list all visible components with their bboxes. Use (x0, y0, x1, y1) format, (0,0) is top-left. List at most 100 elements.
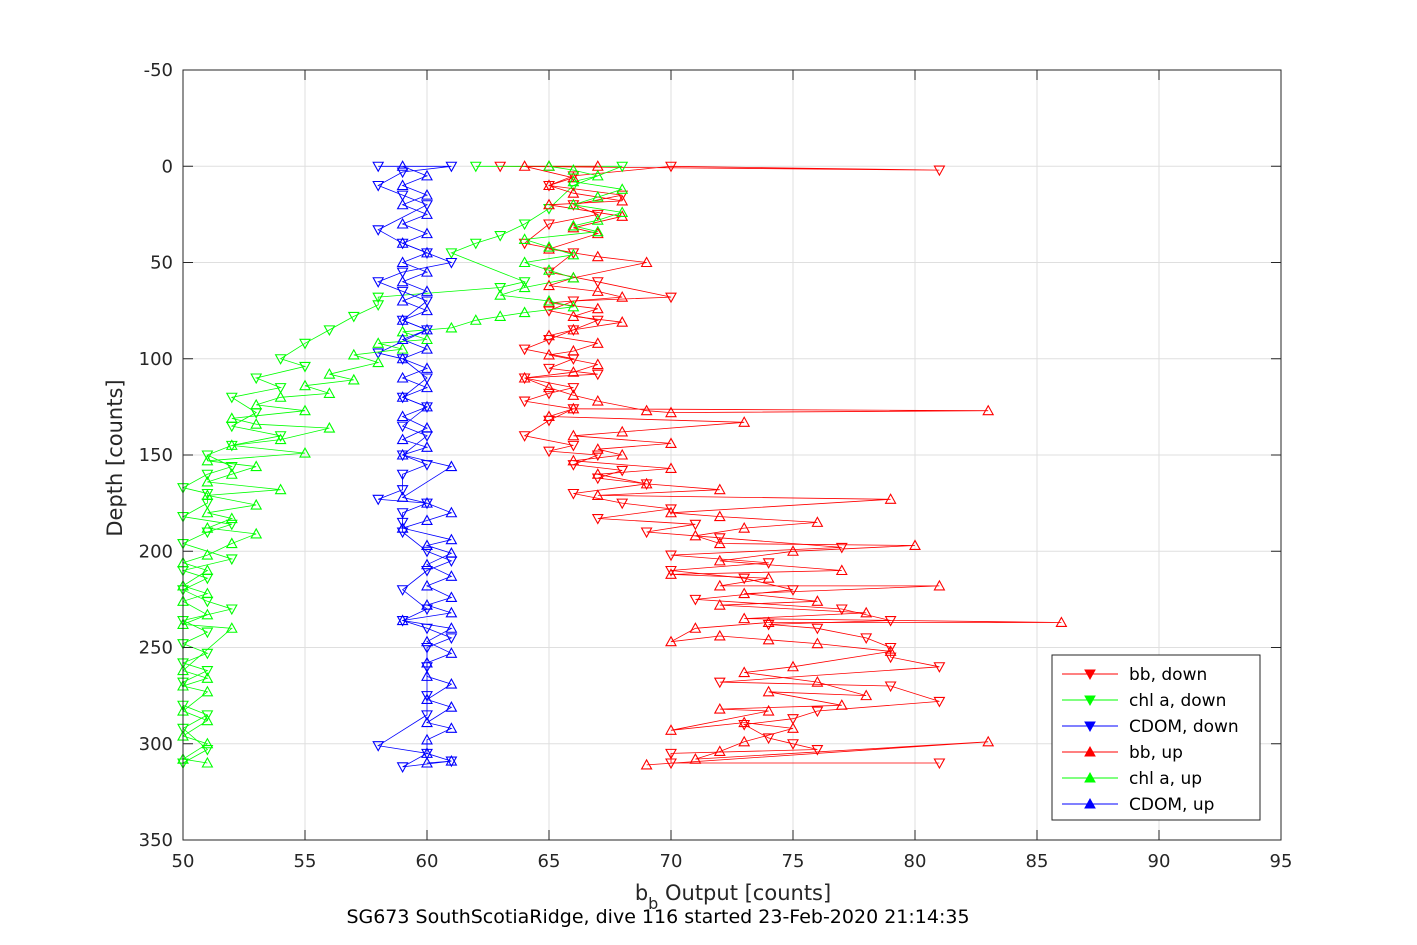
data-point (543, 240, 555, 252)
data-point (225, 622, 238, 633)
data-point (201, 450, 214, 462)
data-point (445, 533, 458, 545)
data-point (665, 724, 677, 735)
data-point (323, 421, 336, 433)
data-point (665, 506, 677, 518)
data-point (518, 306, 531, 318)
data-point (201, 756, 214, 768)
data-point (421, 756, 433, 768)
data-point (640, 477, 653, 489)
data-point (421, 227, 433, 239)
legend-item: chl a, up (1062, 769, 1202, 789)
data-point (518, 371, 531, 383)
data-point (713, 510, 726, 522)
data-point (567, 344, 580, 356)
data-point (665, 568, 677, 579)
data-point (421, 558, 433, 570)
data-point (689, 594, 702, 606)
data-point (225, 412, 238, 423)
data-point (738, 416, 751, 427)
data-point (518, 233, 531, 244)
x-tick-label: 85 (1026, 851, 1049, 872)
data-point (372, 337, 385, 348)
data-point (445, 161, 458, 173)
data-point (250, 460, 263, 472)
data-point (567, 383, 580, 394)
data-point (421, 716, 433, 728)
data-point (982, 735, 995, 747)
data-point (616, 210, 629, 221)
data-point (591, 513, 604, 525)
data-point (835, 604, 848, 616)
data-point (640, 758, 653, 770)
data-point (762, 572, 775, 583)
data-point (543, 242, 555, 254)
data-point (689, 622, 702, 633)
data-point (591, 315, 604, 327)
data-point (469, 314, 482, 325)
data-point (518, 281, 531, 293)
legend-label: bb, up (1129, 743, 1183, 763)
data-point (421, 200, 433, 211)
data-point (591, 285, 604, 296)
data-point (201, 685, 214, 697)
data-point (396, 286, 409, 298)
data-point (1055, 616, 1068, 628)
data-point (713, 629, 726, 641)
data-point (250, 498, 263, 510)
y-tick-label: 150 (139, 445, 173, 466)
data-point (201, 672, 214, 683)
data-point (201, 714, 214, 726)
data-point (616, 316, 629, 327)
data-point (713, 745, 726, 757)
data-point (738, 719, 751, 731)
data-point (811, 595, 824, 606)
data-point (518, 431, 531, 442)
legend-label: chl a, down (1129, 691, 1226, 711)
data-point (396, 198, 409, 210)
data-point (421, 169, 433, 181)
data-point (225, 392, 238, 404)
data-point (787, 739, 799, 750)
data-point (713, 533, 726, 544)
data-point (811, 637, 824, 649)
data-point (689, 529, 702, 541)
data-point (835, 564, 848, 576)
data-point (250, 418, 263, 429)
y-axis-label: Depth [counts] (103, 379, 127, 536)
data-point (567, 454, 580, 466)
data-point (396, 160, 409, 171)
data-point (445, 248, 458, 260)
data-point (933, 696, 946, 708)
data-point (567, 488, 580, 500)
data-point (689, 753, 702, 764)
data-point (299, 446, 311, 458)
data-point (567, 366, 580, 377)
data-point (567, 440, 580, 452)
data-point (421, 296, 433, 308)
data-point (543, 329, 555, 341)
data-point (811, 744, 824, 756)
data-point (445, 677, 458, 689)
data-point (250, 373, 263, 385)
data-point (884, 681, 897, 693)
data-point (201, 506, 214, 518)
data-point (421, 539, 433, 551)
data-point (543, 198, 555, 210)
data-point (445, 701, 458, 712)
data-point (884, 493, 897, 504)
data-point (543, 279, 555, 291)
legend-marker (1084, 669, 1096, 681)
data-point (591, 302, 604, 314)
data-point (299, 361, 311, 373)
legend-item: bb, down (1062, 665, 1207, 685)
series-line (401, 165, 453, 764)
data-point (421, 710, 433, 722)
data-point (567, 271, 580, 283)
data-point (396, 491, 409, 502)
data-point (201, 666, 214, 677)
y-tick-label: -50 (144, 60, 173, 81)
data-point (396, 217, 409, 229)
y-tick-label: 350 (139, 830, 173, 851)
